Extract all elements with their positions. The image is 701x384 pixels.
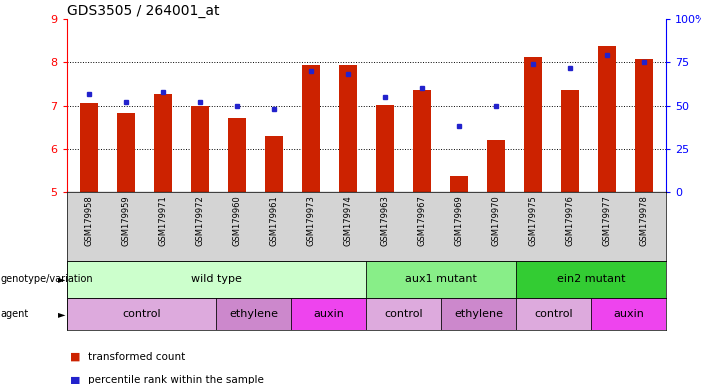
Text: wild type: wild type	[191, 274, 242, 285]
Text: GSM179975: GSM179975	[529, 195, 537, 246]
Bar	[116, 113, 135, 192]
Text: control: control	[534, 309, 573, 319]
Bar	[561, 91, 579, 192]
Bar	[634, 59, 653, 192]
Bar	[376, 105, 394, 192]
Bar	[264, 136, 283, 192]
Bar	[516, 261, 666, 298]
Bar	[79, 103, 98, 192]
Text: ein2 mutant: ein2 mutant	[557, 274, 625, 285]
Text: ►: ►	[58, 274, 65, 285]
Bar	[524, 57, 542, 192]
Text: aux1 mutant: aux1 mutant	[405, 274, 477, 285]
Text: GSM179961: GSM179961	[269, 195, 278, 246]
Text: agent: agent	[1, 309, 29, 319]
Text: GSM179974: GSM179974	[343, 195, 353, 246]
Text: GSM179967: GSM179967	[417, 195, 426, 246]
Bar	[339, 65, 357, 192]
Text: control: control	[384, 309, 423, 319]
Text: GSM179960: GSM179960	[232, 195, 241, 246]
Bar	[449, 175, 468, 192]
Text: auxin: auxin	[313, 309, 344, 319]
Text: GSM179976: GSM179976	[565, 195, 574, 246]
Text: GSM179963: GSM179963	[380, 195, 389, 246]
Text: GSM179970: GSM179970	[491, 195, 501, 246]
Bar	[67, 261, 366, 298]
Text: GSM179973: GSM179973	[306, 195, 315, 246]
Bar	[301, 65, 320, 192]
Text: auxin: auxin	[613, 309, 644, 319]
Text: transformed count: transformed count	[88, 352, 185, 362]
Text: GSM179977: GSM179977	[602, 195, 611, 246]
Bar	[412, 91, 431, 192]
Bar	[228, 118, 246, 192]
Text: genotype/variation: genotype/variation	[1, 274, 93, 285]
Text: ■: ■	[70, 375, 81, 384]
Text: ■: ■	[70, 352, 81, 362]
Bar	[191, 106, 209, 192]
Text: percentile rank within the sample: percentile rank within the sample	[88, 375, 264, 384]
Bar	[292, 298, 366, 330]
Text: GSM179958: GSM179958	[84, 195, 93, 246]
Bar	[486, 140, 505, 192]
Bar	[441, 298, 516, 330]
Text: GDS3505 / 264001_at: GDS3505 / 264001_at	[67, 4, 219, 18]
Bar	[366, 298, 441, 330]
Bar	[154, 94, 172, 192]
Text: GSM179959: GSM179959	[121, 195, 130, 246]
Bar	[597, 46, 616, 192]
Bar	[366, 261, 516, 298]
Bar	[217, 298, 292, 330]
Text: GSM179978: GSM179978	[639, 195, 648, 246]
Text: ethylene: ethylene	[454, 309, 503, 319]
Bar	[516, 298, 591, 330]
Text: GSM179971: GSM179971	[158, 195, 168, 246]
Bar	[591, 298, 666, 330]
Text: ►: ►	[58, 309, 65, 319]
Bar	[67, 298, 217, 330]
Text: ethylene: ethylene	[229, 309, 278, 319]
Text: GSM179969: GSM179969	[454, 195, 463, 246]
Text: control: control	[122, 309, 161, 319]
Text: GSM179972: GSM179972	[196, 195, 204, 246]
